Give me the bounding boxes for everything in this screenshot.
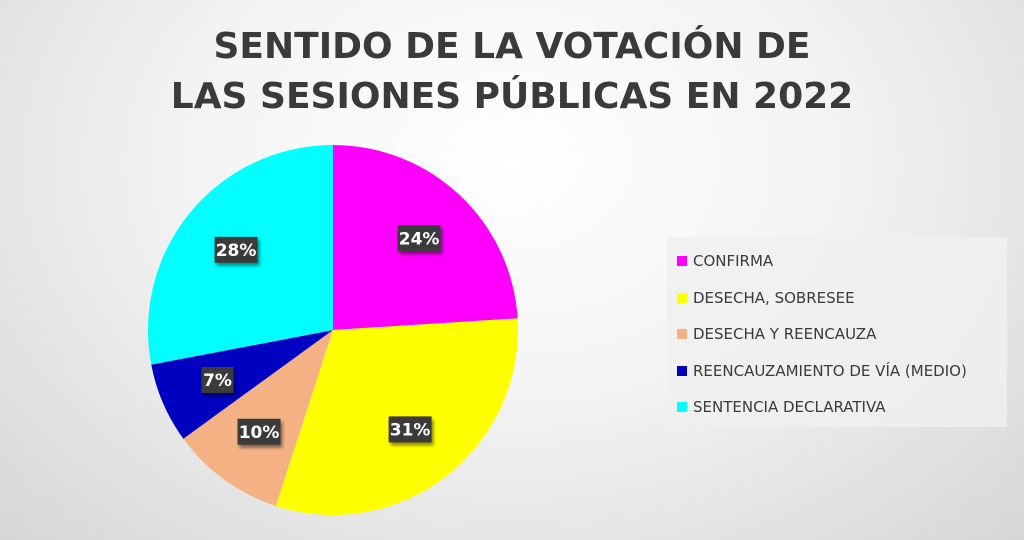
data-label-confirma: 24% (397, 225, 441, 252)
legend-item-confirma: CONFIRMA (677, 243, 1007, 280)
legend: CONFIRMA DESECHA, SOBRESEE DESECHA Y REE… (667, 237, 1007, 427)
legend-item-desecha-y-reencauza: DESECHA Y REENCAUZA (677, 316, 1007, 353)
chart-title-line-1: SENTIDO DE LA VOTACIÓN DE (213, 26, 811, 67)
data-label-desecha-y-reencauza: 10% (237, 418, 281, 445)
data-label-box (397, 225, 441, 252)
legend-swatch-confirma (677, 256, 687, 267)
legend-swatch-desecha-sobresee (677, 292, 687, 303)
data-label-text: 31% (390, 420, 431, 440)
legend-swatch-reencauzamiento (677, 365, 687, 376)
data-label-text: 7% (203, 371, 232, 391)
legend-label-reencauzamiento: REENCAUZAMIENTO DE VÍA (MEDIO) (693, 361, 967, 380)
pie-slices (147, 145, 518, 515)
chart-title-line-2: LAS SESIONES PÚBLICAS EN 2022 (170, 76, 854, 117)
legend-swatch-sentencia-declarativa (677, 402, 687, 413)
data-label-box (214, 236, 258, 263)
data-label-box (237, 418, 281, 445)
data-label-sentencia-declarativa: 28% (214, 236, 258, 263)
data-label-reencauzamiento-de-via-medio: 7% (201, 366, 234, 393)
data-label-text: 10% (239, 423, 280, 443)
pie-slice-reencauzamiento-de-via-medio (151, 330, 333, 439)
data-label-box (201, 366, 234, 393)
legend-label-desecha-sobresee: DESECHA, SOBRESEE (693, 288, 855, 307)
pie-data-labels: 24% 31% 10% 7% 28% (201, 225, 441, 445)
legend-swatch-desecha-y-reencauza (677, 329, 687, 340)
data-label-text: 24% (399, 229, 440, 249)
pie-slice-desecha-y-reencauza (183, 330, 333, 506)
legend-item-desecha-sobresee: DESECHA, SOBRESEE (677, 280, 1007, 317)
chart-title: SENTIDO DE LA VOTACIÓN DE LAS SESIONES P… (0, 22, 1024, 122)
legend-label-sentencia-declarativa: SENTENCIA DECLARATIVA (693, 398, 886, 417)
legend-item-reencauzamiento: REENCAUZAMIENTO DE VÍA (MEDIO) (677, 353, 1007, 390)
data-label-text: 28% (216, 241, 257, 261)
legend-label-confirma: CONFIRMA (693, 252, 774, 271)
data-label-box (388, 416, 432, 443)
data-label-desecha-sobresee: 31% (388, 416, 432, 443)
legend-item-sentencia-declarativa: SENTENCIA DECLARATIVA (677, 389, 1007, 426)
legend-label-desecha-y-reencauza: DESECHA Y REENCAUZA (693, 325, 877, 344)
